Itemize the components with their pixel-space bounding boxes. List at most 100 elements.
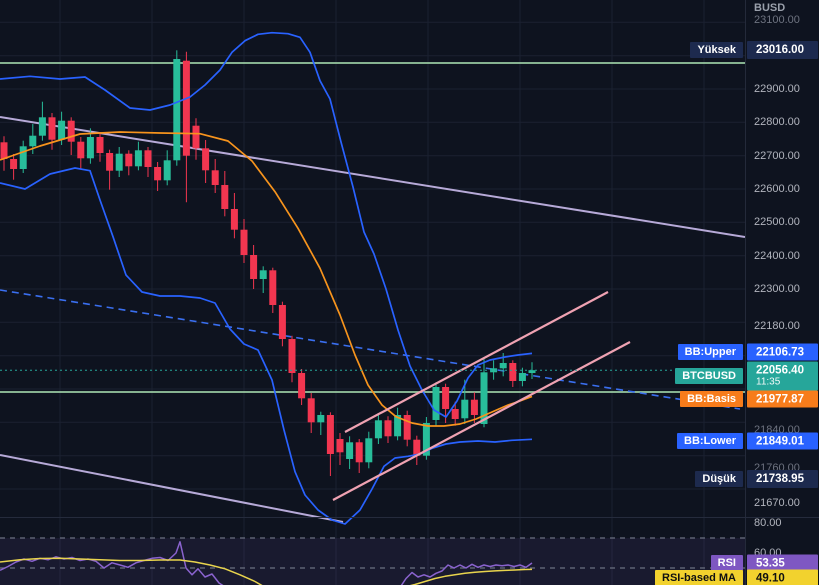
rsi-band xyxy=(0,538,745,585)
candle-body xyxy=(48,117,56,140)
candle-body xyxy=(106,153,114,171)
candle-body xyxy=(278,305,286,339)
quote-currency-label: BUSD xyxy=(754,2,786,14)
axis-tick: 80.00 xyxy=(754,517,782,529)
bb-upper-value: 22106.73 xyxy=(747,343,818,361)
candle-body xyxy=(288,339,296,373)
candle-body xyxy=(451,409,459,419)
candle-body xyxy=(432,387,440,420)
candle-body xyxy=(528,370,536,373)
candle-body xyxy=(221,185,229,209)
candle-body xyxy=(250,255,258,279)
candle-body xyxy=(422,423,430,456)
candle-body xyxy=(307,398,315,423)
rsi-value: 53.35 xyxy=(747,554,818,572)
candle-body xyxy=(365,438,373,463)
bb-basis-value: 21977.87 xyxy=(747,390,818,408)
candle-body xyxy=(336,439,344,453)
candle-body xyxy=(134,150,142,167)
candle-body xyxy=(211,170,219,185)
candle-body xyxy=(240,229,248,255)
candle-body xyxy=(10,159,18,169)
axis-tick: 22300.00 xyxy=(754,283,800,295)
pane-separator[interactable] xyxy=(0,517,819,518)
rsi-ma-tag[interactable]: RSI-based MA xyxy=(655,570,743,585)
candle-body xyxy=(470,399,478,415)
bb-basis-line xyxy=(0,131,533,427)
candle-body xyxy=(29,135,37,147)
bb-basis-tag[interactable]: BB:Basis xyxy=(680,391,743,407)
candle-body xyxy=(58,120,66,140)
candle-body xyxy=(125,153,133,167)
candle-body xyxy=(38,117,46,136)
candle-body xyxy=(384,420,392,437)
candle-body xyxy=(182,60,190,156)
candle-body xyxy=(413,439,421,456)
candle-body xyxy=(499,363,507,369)
candle-body xyxy=(192,125,200,149)
candle-body xyxy=(173,59,181,161)
candle-body xyxy=(154,167,162,181)
candle-body xyxy=(480,372,488,424)
axis-tick: 22400.00 xyxy=(754,250,800,262)
yuksek-value: 23016.00 xyxy=(747,41,818,59)
candle-body xyxy=(230,209,238,230)
bb-upper-tag[interactable]: BB:Upper xyxy=(677,344,743,360)
axis-tick: 22800.00 xyxy=(754,116,800,128)
bb-lower-line xyxy=(0,167,533,525)
price-axis[interactable]: BUSD 23100.0023000.0022900.0022800.00227… xyxy=(745,0,819,585)
ascending-channel-line xyxy=(332,341,631,501)
price-label-tags: Yüksek BB:Upper BTCBUSD BB:Basis BB:Lower Düş… xyxy=(655,42,743,585)
candle-body xyxy=(163,160,171,181)
descending-channel-line xyxy=(0,116,745,238)
rsi-ma-line xyxy=(0,557,533,585)
candle-body xyxy=(403,415,411,440)
candle-body xyxy=(317,415,325,423)
candle-body xyxy=(355,442,363,463)
candle-body xyxy=(326,415,334,454)
candle-body xyxy=(346,442,354,459)
candle-body xyxy=(19,146,27,169)
candle-body xyxy=(86,137,94,159)
bb-lower-value: 21849.01 xyxy=(747,432,818,450)
candle-body xyxy=(259,270,267,279)
candle-body xyxy=(0,142,8,159)
axis-tick: 22180.00 xyxy=(754,320,800,332)
candle-body xyxy=(461,399,469,419)
candle-body xyxy=(374,420,382,439)
ascending-channel-line xyxy=(344,291,609,433)
axis-tick: 22900.00 xyxy=(754,83,800,95)
yuksek-tag[interactable]: Yüksek xyxy=(690,42,743,58)
chart-canvas[interactable] xyxy=(0,0,745,585)
rsi-tag[interactable]: RSI xyxy=(710,555,743,571)
descending-channel-line xyxy=(0,454,344,523)
btcbusd-value: 22056.40 11:35 xyxy=(747,361,818,391)
candle-body xyxy=(67,120,75,142)
dashed-trendline xyxy=(0,289,741,410)
candle-body xyxy=(518,373,526,381)
axis-tick: 23100.00 xyxy=(754,14,800,26)
candle-body xyxy=(202,148,210,171)
rsi-ma-value: 49.10 xyxy=(747,569,818,585)
candle-body xyxy=(394,415,402,437)
candle-body xyxy=(490,368,498,373)
candle-body xyxy=(77,141,85,159)
candle-body xyxy=(442,387,450,409)
rsi-line xyxy=(0,541,533,585)
dusuk-value: 21738.95 xyxy=(747,470,818,488)
axis-tick: 22700.00 xyxy=(754,150,800,162)
candle-body xyxy=(509,363,517,381)
candle-body xyxy=(96,137,104,153)
candle-body xyxy=(298,373,306,399)
candle-body xyxy=(269,270,277,305)
dusuk-tag[interactable]: Düşük xyxy=(695,471,743,487)
btcbusd-tag[interactable]: BTCBUSD xyxy=(675,368,743,384)
axis-tick: 22500.00 xyxy=(754,216,800,228)
bb-upper-line xyxy=(0,31,533,418)
bb-lower-tag[interactable]: BB:Lower xyxy=(677,433,743,449)
candle-body xyxy=(144,150,152,167)
candle-body xyxy=(115,153,123,171)
axis-tick: 22600.00 xyxy=(754,183,800,195)
axis-tick: 21670.00 xyxy=(754,497,800,509)
